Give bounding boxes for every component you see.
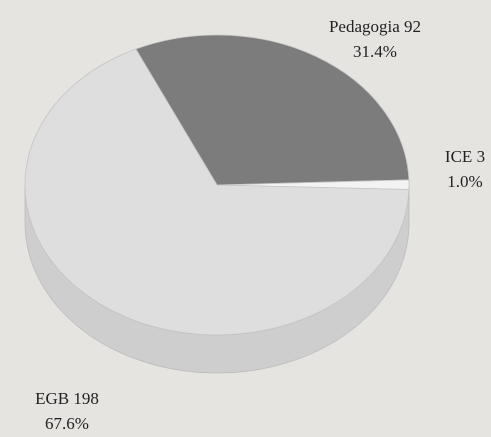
pie-slice: [24, 48, 410, 336]
slice-value: 92: [404, 17, 421, 36]
category-name: Pedagogia: [329, 17, 400, 36]
slice-label: ICE 3: [445, 147, 485, 166]
category-name: EGB: [35, 389, 69, 408]
slice-percentage: 67.6%: [45, 414, 89, 433]
pie-slice: [135, 34, 410, 186]
slice-percentage: 1.0%: [447, 172, 482, 191]
slice-value: 3: [477, 147, 486, 166]
category-name: ICE: [445, 147, 472, 166]
slice-label: EGB 198: [35, 389, 99, 408]
slice-percentage: 31.4%: [353, 42, 397, 61]
slice-label: Pedagogia 92: [329, 17, 421, 36]
slice-value: 198: [73, 389, 99, 408]
